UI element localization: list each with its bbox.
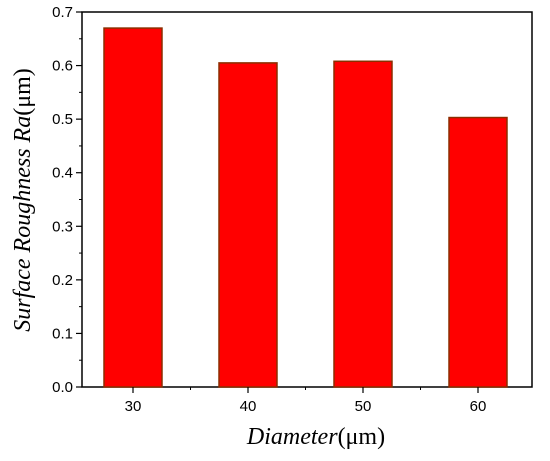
- y-tick-label-0.0: 0.0: [52, 379, 73, 396]
- bar-60: [448, 116, 508, 388]
- x-tick-label-50: 50: [355, 398, 372, 415]
- y-tick-label-0.6: 0.6: [52, 58, 73, 75]
- x-tick-label-40: 40: [240, 398, 257, 415]
- y-axis-title-text: Surface Roughness Ra: [10, 116, 36, 332]
- y-tick-label-0.1: 0.1: [52, 325, 73, 342]
- y-tick-label-0.7: 0.7: [52, 4, 73, 21]
- y-axis-title-unit: (μm): [10, 68, 36, 116]
- x-axis-title: Diameter(μm): [246, 424, 385, 450]
- x-axis-ticks: 30 40 50 60: [125, 387, 487, 415]
- x-axis-title-unit: (μm): [338, 424, 386, 450]
- bar-50: [333, 60, 393, 388]
- y-axis-ticks: 0.0 0.1 0.2 0.3 0.4 0.5 0.6 0.7: [52, 4, 82, 396]
- bars-group: [103, 27, 508, 388]
- x-axis-title-text: Diameter: [246, 424, 338, 450]
- y-tick-label-0.3: 0.3: [52, 218, 73, 235]
- bar-40: [218, 62, 278, 388]
- bar-30: [103, 27, 163, 388]
- x-tick-label-30: 30: [125, 398, 142, 415]
- y-tick-label-0.2: 0.2: [52, 272, 73, 289]
- y-tick-label-0.4: 0.4: [52, 165, 73, 182]
- y-axis-title: Surface Roughness Ra(μm): [10, 68, 36, 332]
- y-tick-label-0.5: 0.5: [52, 111, 73, 128]
- x-tick-label-60: 60: [470, 398, 487, 415]
